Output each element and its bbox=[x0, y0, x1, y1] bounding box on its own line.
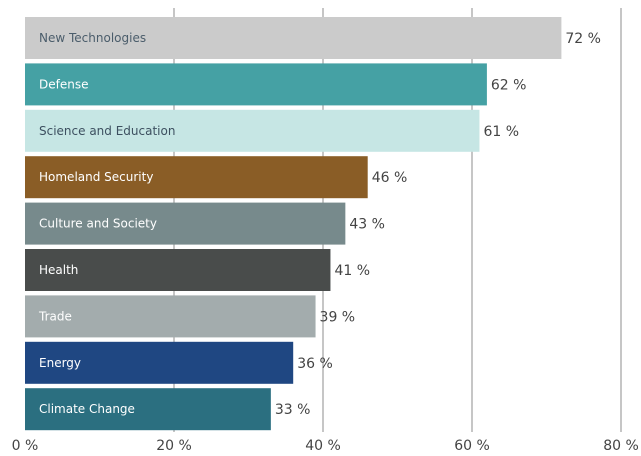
bar bbox=[25, 249, 331, 291]
bar bbox=[25, 202, 346, 245]
bar-value-labels: 72 % 62 % 61 % 46 % 43 % 41 % 39 % 36 % 33 % bbox=[275, 31, 601, 418]
bar-value-label: 33 % bbox=[275, 402, 311, 418]
x-tick-label: 20 % bbox=[156, 438, 192, 454]
x-tick-label: 60 % bbox=[454, 438, 490, 454]
bar-category-label: Science and Education bbox=[39, 124, 175, 138]
x-tick-label: 0 % bbox=[12, 438, 39, 454]
bar-category-label: Culture and Society bbox=[39, 217, 157, 231]
bar-value-label: 62 % bbox=[491, 77, 527, 93]
bar bbox=[25, 341, 294, 384]
x-tick-label: 40 % bbox=[305, 438, 341, 454]
bar-category-label: New Technologies bbox=[39, 31, 146, 45]
bar-category-label: Health bbox=[39, 263, 78, 277]
bar-value-label: 39 % bbox=[320, 309, 356, 325]
bar-category-label: Homeland Security bbox=[39, 170, 153, 184]
bar-value-label: 43 % bbox=[349, 217, 385, 233]
bar bbox=[25, 109, 480, 152]
bar bbox=[25, 295, 316, 338]
bar-category-label: Climate Change bbox=[39, 402, 135, 416]
bar bbox=[25, 17, 562, 59]
bar-value-label: 46 % bbox=[372, 170, 408, 186]
bar-category-label: Energy bbox=[39, 356, 81, 370]
bars bbox=[25, 17, 562, 431]
bar-value-label: 61 % bbox=[483, 124, 519, 140]
bar-category-label: Defense bbox=[39, 77, 88, 91]
x-tick-label: 80 % bbox=[603, 438, 639, 454]
bar-category-label: Trade bbox=[38, 309, 72, 323]
bar-value-label: 72 % bbox=[565, 31, 601, 47]
bar bbox=[25, 63, 487, 106]
x-axis-tick-labels: 0 % 20 % 40 % 60 % 80 % bbox=[12, 438, 639, 454]
bar bbox=[25, 388, 271, 431]
bar bbox=[25, 156, 368, 199]
bar-value-label: 41 % bbox=[334, 263, 370, 279]
bar-value-label: 36 % bbox=[297, 356, 333, 372]
bar-category-labels: New Technologies Defense Science and Educa… bbox=[38, 31, 175, 416]
